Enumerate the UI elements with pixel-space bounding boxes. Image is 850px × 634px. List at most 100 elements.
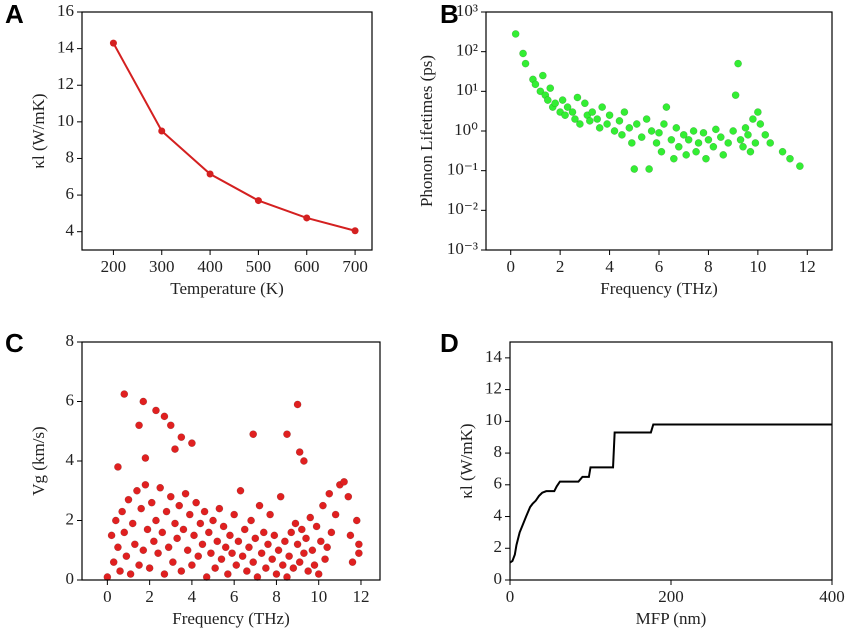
y-tick-label: 10⁻³ bbox=[447, 239, 478, 258]
data-point bbox=[632, 120, 641, 128]
data-point bbox=[531, 80, 540, 89]
panel-label: A bbox=[5, 0, 24, 29]
data-point bbox=[660, 120, 668, 128]
data-point bbox=[289, 564, 298, 572]
data-point bbox=[166, 492, 175, 501]
data-point bbox=[228, 549, 236, 558]
data-point bbox=[154, 549, 162, 558]
x-tick-label: 400 bbox=[197, 257, 223, 276]
plot-frame bbox=[485, 11, 833, 251]
data-point bbox=[323, 543, 332, 552]
data-point bbox=[667, 135, 676, 144]
x-tick-label: 8 bbox=[704, 257, 713, 276]
data-point bbox=[319, 501, 327, 510]
data-point bbox=[160, 412, 169, 421]
data-point bbox=[749, 115, 757, 123]
y-tick-label: 2 bbox=[494, 537, 503, 556]
data-point bbox=[704, 135, 713, 144]
data-point bbox=[141, 454, 150, 462]
data-point bbox=[297, 525, 306, 534]
data-point bbox=[219, 522, 228, 531]
x-tick-label: 0 bbox=[506, 587, 515, 606]
y-tick-label: 0 bbox=[494, 569, 503, 588]
data-point bbox=[568, 108, 577, 116]
data-point bbox=[511, 30, 520, 38]
y-tick-label: 10⁻² bbox=[447, 199, 478, 218]
data-point bbox=[173, 534, 181, 543]
data-point bbox=[348, 558, 357, 567]
data-point bbox=[310, 561, 319, 569]
x-tick-label: 6 bbox=[230, 587, 239, 606]
data-point bbox=[786, 154, 794, 163]
data-point bbox=[325, 489, 334, 498]
data-point bbox=[213, 537, 222, 546]
data-point bbox=[217, 555, 226, 564]
y-tick-label: 4 bbox=[494, 505, 503, 524]
data-point bbox=[259, 528, 268, 537]
data-point bbox=[709, 142, 718, 151]
data-point bbox=[519, 49, 527, 58]
x-tick-label: 300 bbox=[149, 257, 175, 276]
data-point bbox=[164, 543, 173, 552]
data-point bbox=[251, 534, 260, 543]
data-point bbox=[171, 519, 179, 528]
data-point bbox=[293, 540, 302, 549]
data-point bbox=[291, 519, 300, 528]
y-tick-label: 10³ bbox=[456, 1, 478, 20]
data-point bbox=[188, 439, 196, 447]
panel-label: B bbox=[440, 0, 459, 29]
y-tick-label: 12 bbox=[57, 74, 74, 93]
data-point bbox=[731, 91, 740, 100]
data-point bbox=[308, 546, 317, 555]
data-point bbox=[304, 567, 312, 575]
data-point bbox=[300, 549, 308, 558]
data-point bbox=[563, 103, 572, 111]
data-line bbox=[509, 423, 832, 564]
data-point bbox=[266, 510, 274, 519]
data-point bbox=[724, 139, 733, 147]
data-point bbox=[637, 133, 646, 141]
data-point bbox=[761, 130, 770, 139]
data-point bbox=[120, 528, 129, 537]
data-point bbox=[215, 504, 224, 513]
data-point bbox=[595, 124, 604, 132]
data-point bbox=[109, 558, 118, 567]
data-point bbox=[283, 430, 291, 439]
data-point bbox=[103, 573, 112, 581]
data-point bbox=[116, 567, 124, 575]
data-point bbox=[551, 99, 560, 108]
data-point bbox=[262, 564, 270, 572]
data-point bbox=[625, 124, 634, 132]
y-tick-label: 10 bbox=[485, 410, 502, 429]
data-point bbox=[171, 445, 179, 453]
data-point bbox=[672, 124, 681, 132]
data-point bbox=[287, 528, 296, 537]
data-point bbox=[177, 567, 186, 575]
data-point bbox=[316, 537, 325, 546]
data-point bbox=[352, 516, 361, 525]
data-point bbox=[238, 552, 247, 561]
data-point bbox=[200, 507, 209, 516]
data-point bbox=[283, 573, 291, 581]
data-point bbox=[141, 480, 150, 489]
data-point bbox=[536, 87, 545, 96]
data-point bbox=[576, 120, 584, 128]
data-point bbox=[183, 546, 192, 555]
data-point bbox=[593, 115, 602, 123]
x-tick-label: 200 bbox=[101, 257, 127, 276]
y-tick-label: 10⁰ bbox=[454, 120, 478, 139]
y-tick-label: 4 bbox=[66, 221, 75, 240]
data-point bbox=[751, 139, 760, 147]
data-point bbox=[684, 135, 693, 144]
y-tick-label: 16 bbox=[57, 1, 74, 20]
x-tick-label: 10 bbox=[749, 257, 766, 276]
data-point bbox=[156, 483, 165, 492]
data-point bbox=[152, 406, 160, 415]
y-tick-label: 6 bbox=[66, 390, 75, 409]
data-point bbox=[716, 133, 725, 141]
data-point bbox=[302, 534, 310, 543]
data-point bbox=[729, 127, 737, 135]
data-point bbox=[160, 570, 169, 578]
x-tick-label: 0 bbox=[103, 587, 112, 606]
data-point bbox=[734, 59, 742, 68]
